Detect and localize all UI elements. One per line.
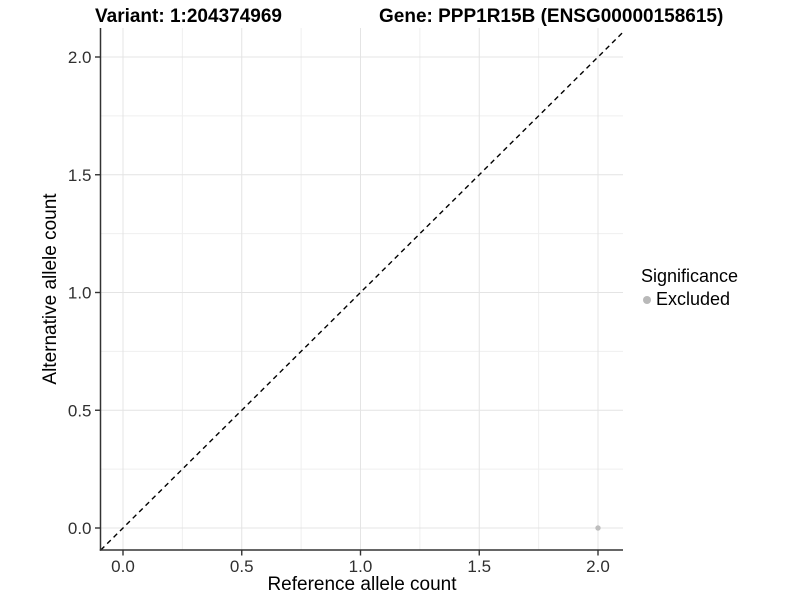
identity-line — [100, 31, 624, 551]
x-tick-label: 2.0 — [586, 557, 610, 576]
y-tick-label: 2.0 — [68, 48, 92, 67]
legend-title: Significance — [641, 266, 739, 286]
data-point — [595, 525, 601, 531]
legend-entry-label: Excluded — [656, 289, 731, 309]
y-tick-label: 0.5 — [68, 401, 92, 420]
y-axis-title: Alternative allele count — [40, 193, 61, 385]
gene-title: Gene: PPP1R15B (ENSG00000158615) — [379, 6, 724, 27]
x-tick-label: 0.0 — [111, 557, 135, 576]
y-tick-label: 1.0 — [68, 284, 92, 303]
x-tick-label: 1.0 — [349, 557, 373, 576]
legend: Significance Excluded — [641, 266, 738, 310]
legend-entry-excluded: Excluded — [643, 289, 738, 310]
y-tick-label: 0.0 — [68, 519, 92, 538]
x-tick-label: 1.5 — [467, 557, 491, 576]
legend-point-icon — [643, 295, 651, 304]
x-axis-title: Reference allele count — [267, 574, 457, 595]
x-tick-label: 0.5 — [230, 557, 254, 576]
variant-title: Variant: 1:204374969 — [95, 6, 282, 27]
y-tick-label: 1.5 — [68, 166, 92, 185]
